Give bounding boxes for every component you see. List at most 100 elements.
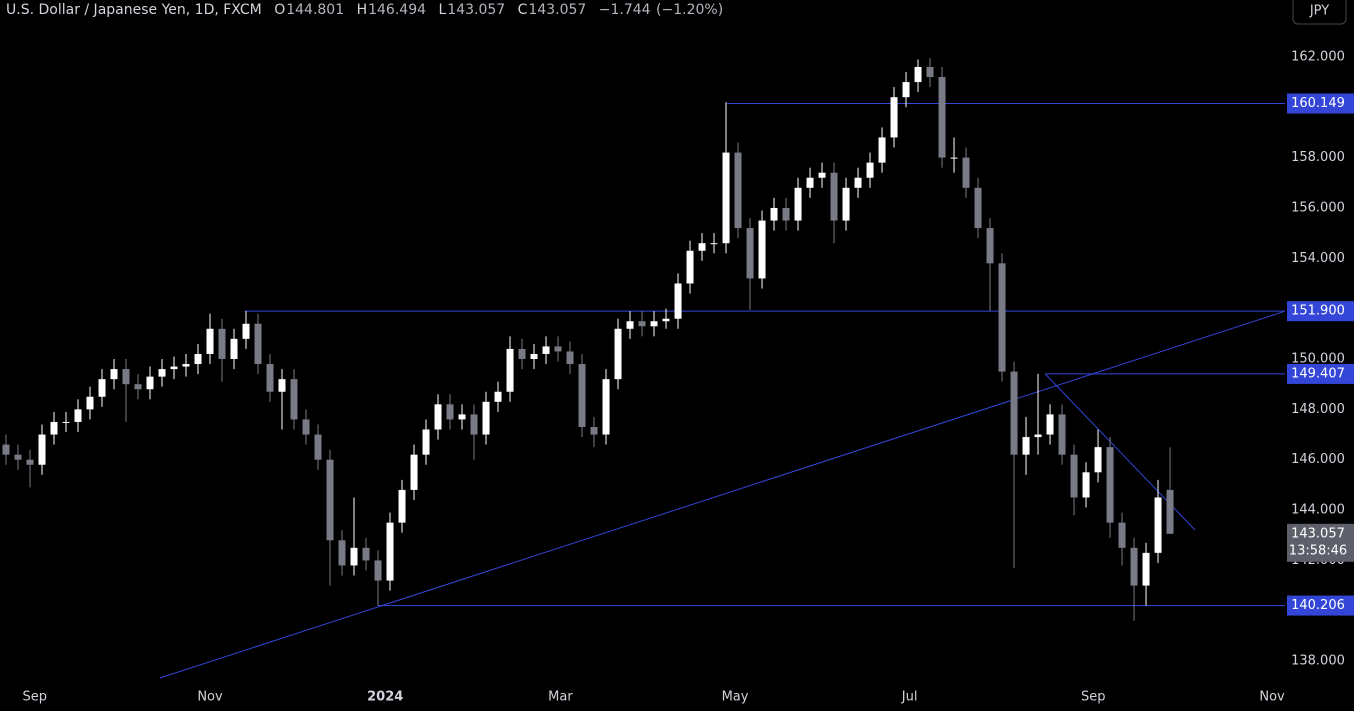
- candle-body: [566, 351, 574, 365]
- x-tick-label: Sep: [23, 690, 48, 705]
- candle-body: [182, 364, 190, 367]
- candle-body: [806, 177, 814, 188]
- candle-body: [242, 323, 250, 339]
- candle-body: [578, 364, 586, 427]
- candle-body: [314, 434, 322, 460]
- candle-body: [278, 379, 286, 392]
- currency-label[interactable]: JPY: [1309, 4, 1329, 19]
- candle-body: [302, 419, 310, 435]
- level-badge-label: 149.407: [1291, 366, 1345, 381]
- level-badge: [1287, 363, 1354, 384]
- candle-body: [770, 207, 778, 221]
- level-badge: [1287, 93, 1354, 114]
- candle-body: [614, 328, 622, 380]
- currency-button[interactable]: [1292, 0, 1347, 25]
- candle-body: [890, 97, 898, 138]
- candle-body: [26, 459, 34, 465]
- candle-body: [434, 404, 442, 430]
- candle-body: [206, 328, 214, 354]
- candle-body: [470, 414, 478, 435]
- candle-body: [1094, 447, 1102, 473]
- candle-body: [158, 369, 166, 377]
- candle-body: [926, 66, 934, 78]
- candle-body: [986, 228, 994, 264]
- y-tick-label: 154.000: [1291, 251, 1345, 266]
- candle-body: [326, 459, 334, 541]
- candle-body: [974, 187, 982, 229]
- level-badge-label: 151.900: [1291, 304, 1345, 319]
- y-tick-label: 144.000: [1291, 503, 1345, 518]
- candle-body: [146, 376, 154, 390]
- candle-body: [2, 444, 10, 455]
- y-tick-label: 146.000: [1291, 452, 1345, 467]
- last-price-label: 143.057: [1291, 526, 1345, 541]
- candle-body: [386, 522, 394, 581]
- candle-body: [794, 187, 802, 221]
- candle-body: [74, 409, 82, 422]
- candle-body: [854, 177, 862, 188]
- ohlc-label: C: [517, 2, 528, 18]
- change: −1.744: [598, 2, 651, 18]
- candle-body: [710, 243, 718, 245]
- ohlc-value: 143.057: [447, 2, 506, 18]
- candle-body: [626, 321, 634, 329]
- candle-body: [1022, 437, 1030, 455]
- candle-body: [350, 547, 358, 566]
- candle-body: [938, 77, 946, 158]
- y-tick-label: 156.000: [1291, 200, 1345, 215]
- candle-body: [50, 421, 58, 435]
- candle-body: [458, 414, 466, 420]
- candle-body: [962, 157, 970, 188]
- x-tick-label: Nov: [197, 690, 223, 705]
- candle-body: [866, 162, 874, 178]
- candle-body: [446, 404, 454, 420]
- candle-body: [1130, 547, 1138, 586]
- candle-body: [830, 172, 838, 221]
- candle-body: [110, 369, 118, 380]
- ohlc-label: H: [356, 2, 368, 18]
- candle-body: [1070, 454, 1078, 498]
- x-tick-label: Jul: [901, 690, 918, 705]
- candle-body: [266, 364, 274, 392]
- x-tick-label: Nov: [1259, 690, 1285, 705]
- candle-body: [998, 263, 1006, 372]
- y-tick-label: 138.000: [1291, 654, 1345, 669]
- candle-body: [1118, 522, 1126, 548]
- candle-body: [722, 152, 730, 244]
- candle-body: [98, 379, 106, 397]
- x-tick-label: Mar: [548, 690, 573, 705]
- y-tick-label: 150.000: [1291, 352, 1345, 367]
- candle-body: [734, 152, 742, 229]
- candle-body: [590, 426, 598, 435]
- candle-body: [1154, 497, 1162, 553]
- candle-body: [674, 283, 682, 319]
- candle-body: [842, 187, 850, 221]
- candle-body: [1010, 371, 1018, 455]
- candle-body: [170, 366, 178, 370]
- candle-body: [398, 489, 406, 523]
- candle-body: [410, 454, 418, 490]
- candle-body: [86, 396, 94, 410]
- countdown-label: 13:58:46: [1289, 543, 1347, 558]
- level-badge-label: 160.149: [1291, 96, 1345, 111]
- candle-body: [230, 338, 238, 360]
- candle-body: [38, 434, 46, 465]
- candle-body: [698, 243, 706, 251]
- candle-body: [914, 66, 922, 83]
- candle-body: [1034, 434, 1042, 438]
- candle-body: [338, 540, 346, 566]
- candle-body: [602, 379, 610, 435]
- candle-body: [62, 421, 70, 423]
- candle-body: [374, 560, 382, 581]
- x-tick-label: Sep: [1081, 690, 1106, 705]
- candle-body: [650, 321, 658, 327]
- candle-body: [782, 207, 790, 221]
- candle-body: [122, 369, 130, 385]
- candle-body: [878, 137, 886, 163]
- y-tick-label: 162.000: [1291, 49, 1345, 64]
- last-price-badge: [1287, 523, 1354, 562]
- candle-body: [494, 391, 502, 402]
- candle-body: [518, 348, 526, 360]
- trendline: [159, 310, 1286, 679]
